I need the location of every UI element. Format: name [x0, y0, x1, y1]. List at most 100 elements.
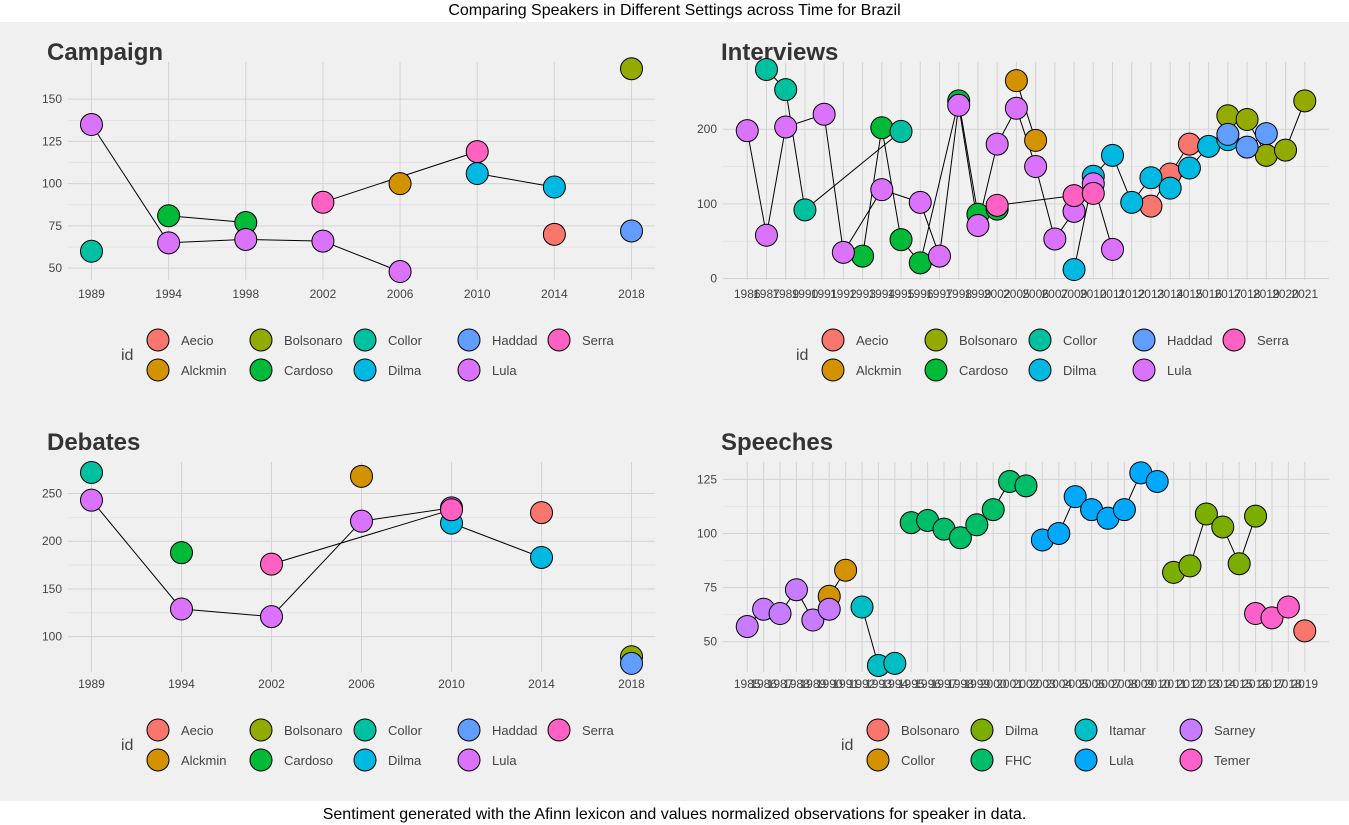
- x-tick-label: 2008: [1111, 677, 1138, 691]
- figure-caption: Sentiment generated with the Afinn lexic…: [322, 806, 1027, 823]
- legend-key-dilma: [353, 748, 377, 772]
- x-tick-label: 1995: [898, 677, 925, 691]
- x-tick-label: 2016: [1242, 677, 1269, 691]
- point-itamar: [850, 595, 874, 619]
- legend-label-collor: Collor: [901, 753, 936, 768]
- point-bolsonaro: [1254, 143, 1278, 167]
- x-tick-label: 2017: [1215, 287, 1242, 301]
- point-temer: [1260, 606, 1284, 630]
- x-tick-label: 1994: [868, 287, 895, 301]
- legend-label-alckmin: Alckmin: [181, 363, 227, 378]
- figure-title: Comparing Speakers in Different Settings…: [448, 2, 901, 19]
- y-tick-label: 0: [710, 272, 717, 286]
- legend-key-lula: [1074, 748, 1098, 772]
- point-bolsonaro: [1293, 619, 1317, 643]
- y-tick-label: 150: [42, 582, 62, 596]
- x-tick-label: 1994: [881, 677, 908, 691]
- chart-panel-debates: Debates 100 150 200 250 1989 1994 2002 2006 2010 2…: [42, 429, 655, 772]
- point-alckmin: [350, 464, 373, 488]
- x-tick-label: 1988: [783, 677, 810, 691]
- x-tick-label: 2018: [1275, 677, 1302, 691]
- x-tick-label: 2006: [1078, 677, 1105, 691]
- legend-label-dilma: Dilma: [388, 363, 422, 378]
- point-dilma: [1244, 504, 1268, 528]
- y-tick-label: 125: [42, 134, 62, 148]
- legend-key-sarney: [1179, 718, 1203, 742]
- y-tick-label: 50: [704, 635, 718, 649]
- point-lula: [350, 509, 373, 533]
- legend-key-alckmin: [821, 358, 845, 382]
- point-lula: [234, 227, 258, 251]
- point-dilma: [1197, 134, 1221, 158]
- legend-title: id: [796, 347, 808, 364]
- y-tick-label: 250: [42, 487, 62, 501]
- legend-label-lula: Lula: [1109, 753, 1134, 768]
- x-tick-label: 1987: [767, 677, 794, 691]
- legend-label-alckmin: Alckmin: [181, 753, 227, 768]
- point-lula: [1043, 227, 1067, 251]
- point-bolsonaro: [1293, 89, 1317, 113]
- y-tick-label: 100: [42, 630, 62, 644]
- point-dilma: [542, 175, 566, 199]
- legend-label-serra: Serra: [582, 723, 615, 738]
- x-tick-label: 2014: [1209, 677, 1236, 691]
- point-lula: [79, 113, 103, 137]
- x-tick-label: 1994: [168, 677, 195, 691]
- x-tick-label: 2012: [1177, 677, 1204, 691]
- legend-label-alckmin: Alckmin: [856, 363, 902, 378]
- panel-title: Campaign: [47, 39, 163, 66]
- legend-key-haddad: [457, 718, 481, 742]
- point-collor: [774, 78, 798, 102]
- x-tick-label: 1999: [965, 287, 992, 301]
- point-lula: [1063, 485, 1087, 509]
- point-lula: [311, 229, 335, 253]
- legend-key-serra: [547, 718, 571, 742]
- point-dilma: [1227, 552, 1251, 576]
- legend-label-lula: Lula: [1167, 363, 1192, 378]
- x-tick-label: 2015: [1226, 677, 1253, 691]
- series-line-dilma: [451, 522, 542, 558]
- point-lula: [966, 214, 990, 237]
- x-tick-label: 2002: [1013, 677, 1040, 691]
- legend-label-lula: Lula: [492, 363, 517, 378]
- y-tick-label: 100: [697, 526, 717, 540]
- legend-label-bolsonaro: Bolsonaro: [959, 333, 1018, 348]
- chart-panel-interviews: Interviews010020019861987198919901991199…: [697, 39, 1329, 382]
- y-tick-label: 150: [42, 92, 62, 106]
- x-tick-label: 1987: [753, 287, 780, 301]
- legend-key-alckmin: [146, 358, 170, 382]
- point-lula: [1145, 469, 1169, 493]
- legend-key-aecio: [821, 328, 845, 352]
- x-tick-label: 2006: [1022, 287, 1049, 301]
- x-tick-label: 1997: [931, 677, 958, 691]
- x-tick-label: 2010: [438, 677, 465, 691]
- x-tick-label: 1998: [947, 677, 974, 691]
- x-tick-label: 1997: [926, 287, 953, 301]
- legend-label-collor: Collor: [388, 723, 423, 738]
- x-tick-label: 1991: [832, 677, 859, 691]
- point-cardoso: [851, 244, 875, 268]
- legend-label-collor: Collor: [388, 333, 423, 348]
- legend-key-alckmin: [146, 748, 170, 772]
- point-haddad: [1254, 122, 1278, 146]
- point-lula: [927, 244, 951, 268]
- legend-label-serra: Serra: [582, 333, 615, 348]
- x-tick-label: 1996: [907, 287, 934, 301]
- point-lula: [774, 115, 798, 139]
- legend-key-lula: [457, 358, 481, 382]
- point-sarney: [817, 597, 841, 621]
- x-tick-label: 1994: [155, 287, 182, 301]
- x-tick-label: 2018: [618, 287, 645, 301]
- point-itamar: [883, 651, 907, 675]
- x-tick-label: 2006: [348, 677, 375, 691]
- chart-panel-campaign: Campaign 50 75 100 125 150 1989 1994 1998 2002 200…: [42, 39, 655, 382]
- point-lula: [985, 132, 1009, 156]
- x-tick-label: 2002: [258, 677, 285, 691]
- point-lula: [157, 231, 181, 255]
- legend-label-collor: Collor: [1063, 333, 1098, 348]
- point-lula: [870, 178, 894, 202]
- legend-label-cardoso: Cardoso: [959, 363, 1008, 378]
- point-cardoso: [870, 116, 894, 140]
- legend-key-cardoso: [924, 358, 948, 382]
- point-cardoso: [169, 541, 193, 565]
